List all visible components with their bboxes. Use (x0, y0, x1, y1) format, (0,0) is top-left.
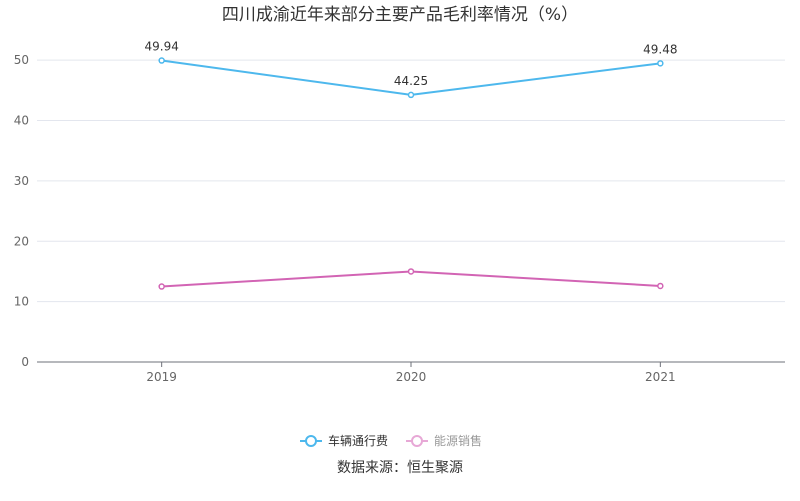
series-2 (158, 268, 664, 290)
y-tick-label: 0 (21, 355, 29, 369)
legend-item-2[interactable]: 能源销售 (406, 433, 482, 448)
axes: 0 10 20 30 40 50 2019 2020 2021 (14, 53, 785, 384)
y-tick-label: 40 (14, 114, 29, 128)
data-point[interactable] (657, 282, 664, 290)
data-source: 数据来源：恒生聚源 (337, 460, 463, 476)
legend[interactable]: 车辆通行费 能源销售 (300, 433, 482, 448)
chart-title: 四川成渝近年来部分主要产品毛利率情况（%） (222, 5, 578, 25)
data-point[interactable] (158, 283, 165, 290)
series-1: 49.94 44.25 49.48 (144, 40, 678, 99)
data-point[interactable] (407, 91, 415, 99)
series-layer: 49.94 44.25 49.48 (144, 40, 678, 290)
y-tick-label: 50 (14, 53, 29, 67)
legend-circle-symbol (411, 435, 423, 447)
y-tick-label: 20 (14, 234, 29, 248)
data-label: 49.48 (643, 42, 677, 56)
data-label: 49.94 (144, 40, 178, 54)
legend-label: 车辆通行费 (328, 433, 388, 448)
legend-item-1[interactable]: 车辆通行费 (300, 433, 388, 448)
legend-circle-symbol (305, 435, 317, 447)
x-tick-label: 2021 (645, 370, 676, 384)
data-point[interactable] (158, 57, 165, 64)
x-tick-label: 2020 (396, 370, 427, 384)
y-tick-label: 30 (14, 174, 29, 188)
data-point[interactable] (657, 60, 664, 67)
data-point[interactable] (407, 268, 415, 275)
data-label: 44.25 (394, 74, 428, 88)
y-tick-label: 10 (14, 295, 29, 309)
x-tick-label: 2019 (146, 370, 177, 384)
legend-label: 能源销售 (434, 433, 482, 448)
